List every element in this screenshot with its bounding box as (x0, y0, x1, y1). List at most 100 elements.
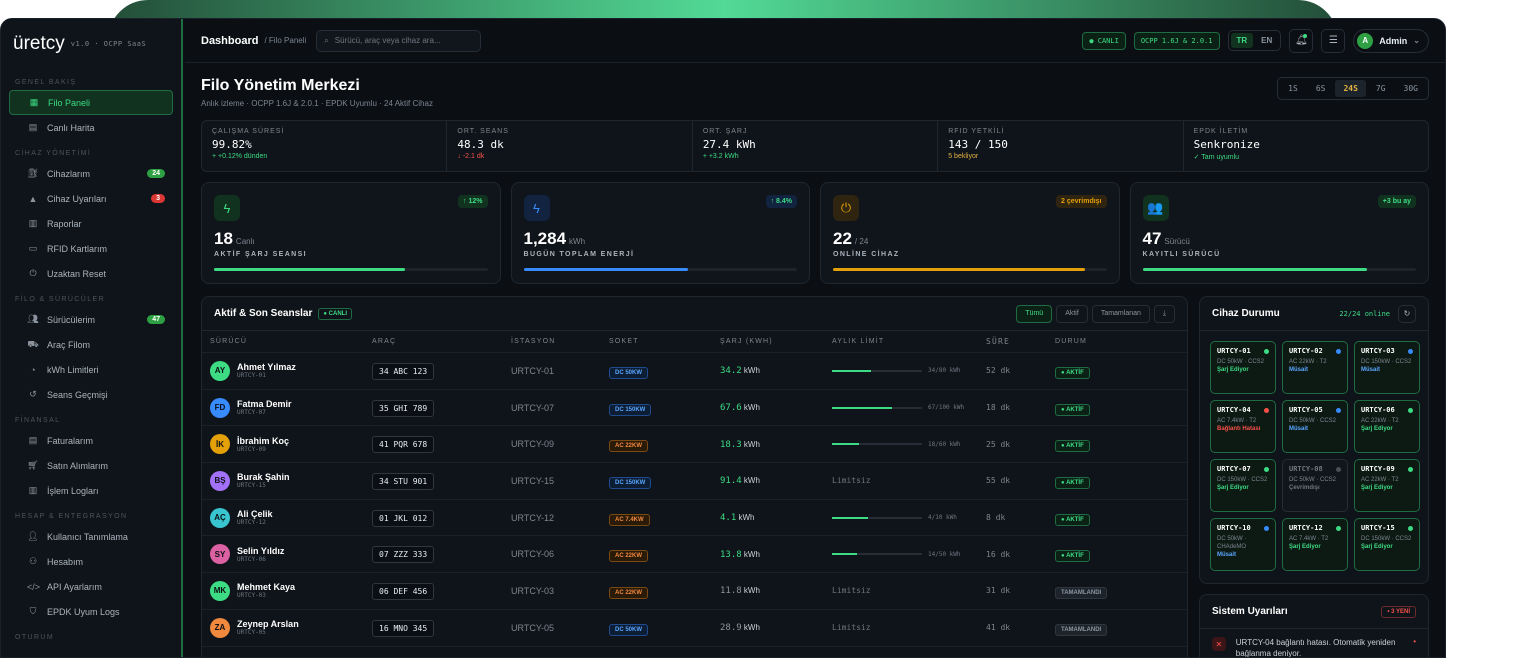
driver-name: Zeynep Arslan (237, 619, 299, 630)
range-24S-button[interactable]: 24S (1335, 80, 1366, 97)
device-state: Müsait (1217, 552, 1237, 558)
table-row[interactable]: AÇ Ali Çelik URTCY-12 01 JKL 012 URTCY-12 AC … (202, 500, 1187, 537)
filter-active-button[interactable]: Aktif (1056, 304, 1088, 323)
sidebar-item-i̇şlem-logları[interactable]: ▥ İşlem Logları (9, 478, 173, 503)
device-tile[interactable]: URTCY-04 AC 7.4kW · T2 Bağlantı Hatası (1210, 400, 1276, 453)
sidebar-item-cihazlarım[interactable]: ⛽︎ Cihazlarım 24 (9, 161, 173, 186)
device-status-dot (1264, 467, 1269, 472)
refresh-icon: ↻ (1403, 309, 1411, 318)
device-status-dot (1336, 408, 1341, 413)
device-id: URTCY-07 (1217, 465, 1251, 473)
table-row[interactable]: İK İbrahim Koç URTCY-09 41 PQR 678 URTCY-09 A… (202, 426, 1187, 464)
device-tile[interactable]: URTCY-15 DC 150kW · CCS2 Şarj Ediyor (1354, 518, 1420, 571)
station-cell: URTCY-03 (511, 585, 555, 596)
filter-completed-button[interactable]: Tamamlanan (1091, 304, 1150, 323)
kpi-delta: + +0.12% dünden (212, 153, 268, 160)
sidebar-item-araç-filom[interactable]: ⛟ Araç Filom (9, 332, 173, 357)
user-menu[interactable]: A Admin ⌄ (1353, 28, 1429, 53)
sidebar-item-uzaktan-reset[interactable]: ⏻ Uzaktan Reset (9, 261, 173, 286)
lang-tr-button[interactable]: TR (1230, 33, 1254, 48)
range-30G-button[interactable]: 30G (1403, 84, 1418, 93)
device-tile[interactable]: URTCY-09 AC 22kW · T2 Şarj Ediyor (1354, 459, 1420, 512)
notifications-button[interactable]: 🔔︎ (1289, 28, 1314, 53)
driver-avatar: AÇ (210, 507, 230, 528)
sidebar-item-epdk-uyum-logs[interactable]: ⛉ EPDK Uyum Logs (9, 599, 173, 624)
duration-cell: 16 dk (986, 549, 1011, 559)
nav-group-title: FİLO & SÜRÜCÜLER (15, 296, 106, 303)
stat-label: ONLİNE CİHAZ (833, 251, 900, 258)
status-cell: ● AKTİF (1055, 513, 1135, 526)
sidebar-item-cihaz-uyarıları[interactable]: ▲ Cihaz Uyarıları 3 (9, 186, 173, 211)
license-plate: 07 ZZZ 333 (372, 546, 435, 564)
range-1S-button[interactable]: 1S (1288, 84, 1298, 93)
refresh-button[interactable]: ↻ (1398, 304, 1416, 323)
monthly-limit: 18/60 kWh (832, 441, 986, 448)
table-row[interactable]: MK Mehmet Kaya URTCY-03 06 DEF 456 URTCY-03 A… (202, 573, 1187, 610)
sidebar-item-rfid-kartlarım[interactable]: ▭ RFID Kartlarım (9, 236, 173, 261)
device-tile[interactable]: URTCY-01 DC 50kW · CCS2 Şarj Ediyor (1210, 341, 1276, 394)
device-tile[interactable]: URTCY-02 AC 22kW · T2 Müsait (1282, 341, 1348, 394)
status-badge: ● AKTİF (1055, 513, 1090, 526)
breadcrumb-root[interactable]: Dashboard (201, 34, 259, 47)
table-row[interactable]: FD Fatma Demir URTCY-07 35 GHI 789 URTCY-07 D… (202, 390, 1187, 427)
device-spec: DC 50kW · CCS2 (1217, 359, 1265, 365)
table-row[interactable]: SY Selin Yıldız URTCY-06 07 ZZZ 333 URTCY-06… (202, 536, 1187, 574)
device-spec: AC 22kW · T2 (1361, 477, 1399, 483)
protocol-badge: OCPP 1.6J & 2.0.1 (1133, 31, 1220, 50)
driver-info: Fatma Demir URTCY-07 (237, 399, 292, 416)
limit-cell: 14/50 kWh (832, 551, 986, 558)
driver-id: URTCY-01 (237, 372, 266, 380)
sidebar-item-seans-geçmişi[interactable]: ↺ Seans Geçmişi (9, 382, 173, 407)
device-tile[interactable]: URTCY-05 DC 50kW · CCS2 Müsait (1282, 400, 1348, 453)
limit-cell: Limitsiz (832, 623, 986, 632)
table-row[interactable]: ZA Zeynep Arslan URTCY-05 16 MNO 345 URTCY-0… (202, 610, 1187, 647)
driver-id: URTCY-03 (237, 592, 266, 600)
sidebar-item-sürücülerim[interactable]: 👥︎ Sürücülerim 47 (9, 307, 173, 332)
table-row[interactable]: BŞ Burak Şahin URTCY-15 34 STU 901 URTCY-15 D… (202, 463, 1187, 500)
table-row[interactable]: AY Ahmet Yılmaz URTCY-01 34 ABC 123 URTCY-01… (202, 353, 1187, 390)
sidebar-item-filo-paneli[interactable]: ▦ Filo Paneli (9, 90, 173, 115)
sidebar-item-label: İşlem Logları (47, 485, 99, 496)
device-status-dot (1264, 526, 1269, 531)
device-tile[interactable]: URTCY-06 AC 22kW · T2 Şarj Ediyor (1354, 400, 1420, 453)
filter-all-button[interactable]: Tümü (1016, 304, 1053, 323)
device-tile[interactable]: URTCY-07 DC 150kW · CCS2 Şarj Ediyor (1210, 459, 1276, 512)
power-icon: ⏻ (29, 268, 37, 278)
energy-icon: ϟ (523, 195, 550, 221)
sidebar-item-kullanıcı-tanımlama[interactable]: 👤︎ Kullanıcı Tanımlama (9, 524, 173, 549)
device-tile[interactable]: URTCY-08 DC 50kW · CCS2 Çevrimdışı (1282, 459, 1348, 512)
charge-cell: 28.9 kWh (720, 622, 832, 633)
range-6S-button[interactable]: 6S (1315, 84, 1326, 93)
column-header: SÜRÜCÜ (210, 338, 248, 345)
device-tile[interactable]: URTCY-12 AC 7.4kW · T2 Şarj Ediyor (1282, 518, 1348, 571)
device-tile[interactable]: URTCY-10 DC 50kW · CHAdeMO Müsait (1210, 518, 1276, 571)
device-id: URTCY-15 (1361, 524, 1395, 532)
sidebar-item-canlı-harita[interactable]: ▤ Canlı Harita (9, 115, 173, 140)
sidebar-item-raporlar[interactable]: ▥ Raporlar (9, 211, 173, 236)
charge-unit: kWh (741, 403, 760, 413)
sidebar-item-api-ayarlarım[interactable]: </> API Ayarlarım (9, 574, 173, 599)
invoice-icon: ▤ (28, 435, 38, 445)
report-icon: ▥ (28, 218, 38, 228)
vehicle-cell: 06 DEF 456 (372, 582, 511, 600)
page-header: Filo Yönetim Merkezi Anlık izleme · OCPP… (201, 77, 1429, 108)
device-tile[interactable]: URTCY-03 DC 150kW · CCS2 Müsait (1354, 341, 1420, 394)
sidebar-item-hesabım[interactable]: ⚇ Hesabım (9, 549, 173, 574)
sidebar-item-faturalarım[interactable]: ▤ Faturalarım (9, 428, 173, 453)
driver-cell: AÇ Ali Çelik URTCY-12 (202, 507, 372, 528)
lang-en-button[interactable]: EN (1261, 36, 1273, 45)
kpi-label: ÇALIŞMA SÜRESİ (212, 128, 285, 135)
settings-button[interactable]: ☰ (1321, 28, 1346, 53)
sidebar-item-kwh-limitleri[interactable]: ◔ kWh Limitleri (9, 357, 173, 382)
search-input[interactable]: ⌕ Sürücü, araç veya cihaz ara... (316, 29, 482, 52)
sliders-icon: ☰ (1328, 35, 1338, 46)
driver-cell: ZA Zeynep Arslan URTCY-05 (202, 617, 372, 638)
content: Filo Yönetim Merkezi Anlık izleme · OCPP… (185, 77, 1445, 284)
sidebar-item-satın-alımlarım[interactable]: 🛒︎ Satın Alımlarım (9, 453, 173, 478)
alert-item[interactable]: ✕ URTCY-04 bağlantı hatası. Otomatik yen… (1200, 629, 1428, 657)
range-7G-button[interactable]: 7G (1375, 84, 1386, 93)
table-header-row: SÜRÜCÜ ARAÇ İSTASYON SOKET ŞARJ (KWH) AYLIK L… (202, 331, 1187, 353)
download-button[interactable]: ⤓ (1153, 304, 1175, 323)
driver-avatar: ZA (210, 617, 230, 638)
dashboard-icon: ▦ (29, 97, 39, 107)
